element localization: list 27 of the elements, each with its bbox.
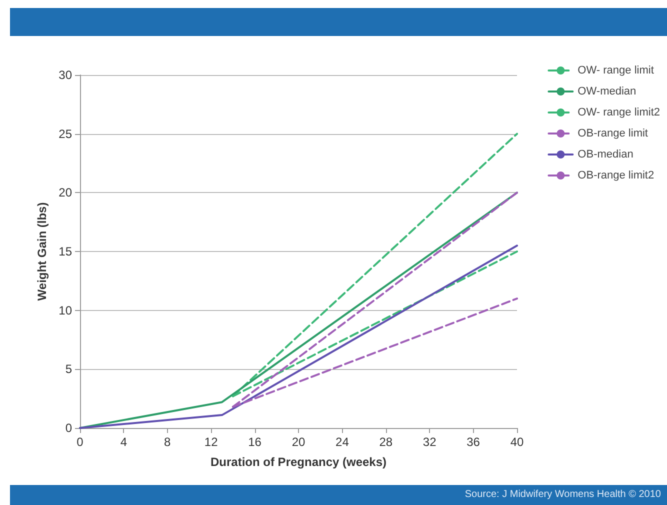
legend-label: OW-median: [578, 86, 636, 98]
x-tick-label: 20: [292, 435, 306, 449]
source-note: Source: J Midwifery Womens Health © 2010: [10, 485, 667, 505]
x-tick-label: 16: [248, 435, 262, 449]
x-tick-label: 40: [510, 435, 524, 449]
x-tick-label: 0: [76, 435, 84, 449]
x-axis-title: Duration of Pregnancy (weeks): [210, 455, 387, 469]
x-tick-label: 32: [422, 435, 437, 449]
legend-label: OW- range limit2: [578, 106, 660, 118]
x-tick-label: 28: [379, 435, 393, 449]
y-tick-label: 10: [58, 303, 72, 318]
legend-label: OW- range limit: [578, 64, 654, 76]
x-tick-label: 4: [120, 435, 128, 449]
y-tick-label: 0: [65, 421, 72, 435]
legend-label: OB-median: [578, 148, 634, 160]
legend-label: OB-range limit2: [578, 170, 654, 182]
y-tick-label: 20: [58, 186, 72, 200]
x-tick-label: 36: [466, 435, 480, 449]
y-tick-label: 25: [58, 126, 72, 141]
legend-label: OB-range limit: [578, 128, 648, 140]
x-tick-label: 8: [164, 435, 172, 449]
x-tick-label: 24: [336, 435, 350, 449]
y-tick-label: 15: [58, 244, 72, 258]
x-tick-label: 12: [204, 435, 218, 449]
y-tick-label: 30: [58, 68, 72, 82]
y-tick-label: 5: [65, 362, 72, 376]
y-axis-title: Weight Gain (lbs): [34, 202, 49, 301]
